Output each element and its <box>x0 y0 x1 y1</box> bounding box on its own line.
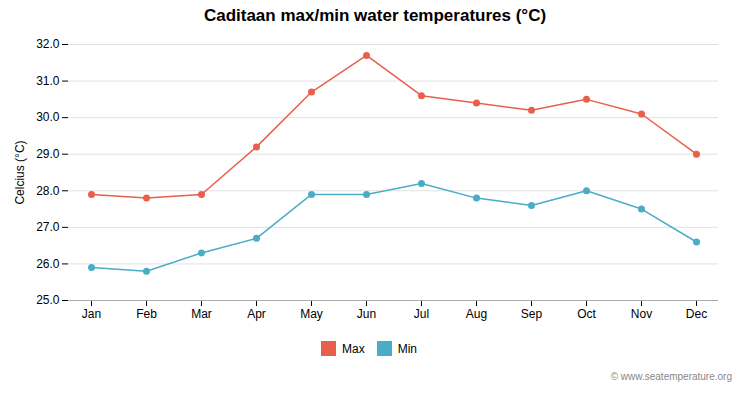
svg-text:Celcius (°C): Celcius (°C) <box>13 140 27 204</box>
svg-text:May: May <box>300 307 323 321</box>
svg-text:29.0: 29.0 <box>36 147 60 161</box>
html-text:Min: Min <box>397 341 417 356</box>
svg-text:28.0: 28.0 <box>36 184 60 198</box>
svg-text:26.0: 26.0 <box>36 257 60 271</box>
html-text:Max: Max <box>342 341 365 356</box>
svg-text:30.0: 30.0 <box>36 110 60 124</box>
svg-text:Oct: Oct <box>577 307 596 321</box>
svg-text:Sep: Sep <box>521 307 543 321</box>
svg-text:Jul: Jul <box>414 307 429 321</box>
svg-text:25.0: 25.0 <box>36 293 60 307</box>
svg-text:Apr: Apr <box>247 307 266 321</box>
svg-text:32.0: 32.0 <box>36 37 60 51</box>
svg-text:Nov: Nov <box>631 307 652 321</box>
svg-text:Jan: Jan <box>82 307 101 321</box>
svg-text:Feb: Feb <box>136 307 157 321</box>
html-text:© www.seatemperature.org: © www.seatemperature.org <box>610 371 732 382</box>
svg-text:27.0: 27.0 <box>36 220 60 234</box>
html-text:Caditaan max/min water tempera: Caditaan max/min water temperatures (°C) <box>203 6 547 25</box>
svg-text:Aug: Aug <box>466 307 487 321</box>
svg-text:Jun: Jun <box>357 307 376 321</box>
svg-text:Dec: Dec <box>686 307 707 321</box>
svg-text:31.0: 31.0 <box>36 74 60 88</box>
svg-text:Mar: Mar <box>191 307 212 321</box>
